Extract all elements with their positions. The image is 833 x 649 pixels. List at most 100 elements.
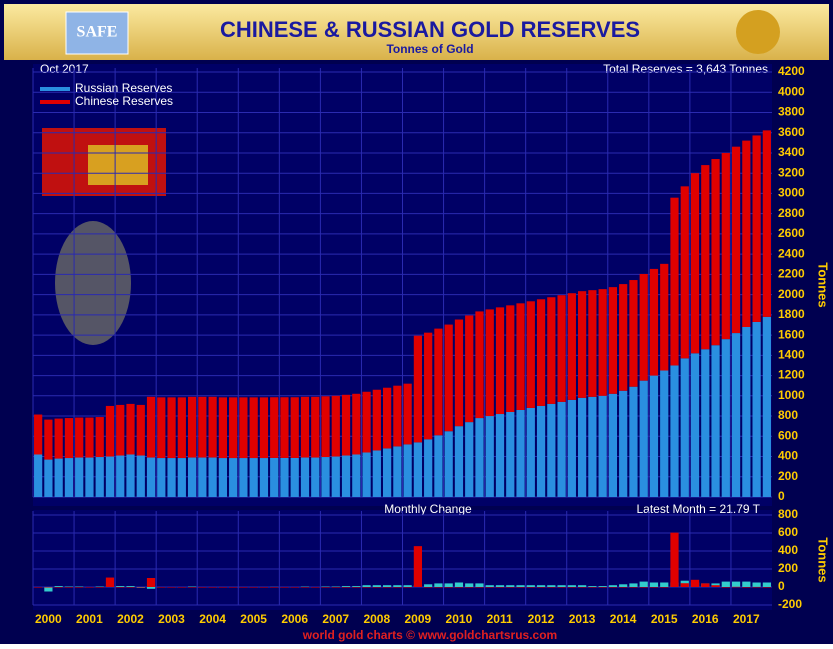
bar: [403, 383, 412, 445]
bar: [126, 587, 135, 588]
bar: [557, 295, 566, 402]
bar: [639, 273, 648, 381]
bar: [506, 587, 515, 588]
date-label: Oct 2017: [40, 62, 89, 76]
y-axis-label: Tonnes: [816, 262, 831, 307]
bar: [270, 457, 279, 497]
y-tick-label: 0: [778, 489, 785, 503]
bar: [660, 582, 669, 587]
bar: [649, 268, 659, 376]
x-tick-label: 2008: [363, 612, 390, 626]
bar: [126, 454, 135, 497]
bar: [300, 457, 310, 497]
bar: [372, 585, 381, 587]
y-tick-label: 1800: [778, 307, 805, 321]
bar: [116, 586, 125, 587]
bar: [588, 290, 597, 397]
bar: [598, 587, 607, 588]
chart-title: CHINESE & RUSSIAN GOLD RESERVES: [220, 17, 640, 42]
bar: [167, 587, 176, 588]
bar: [116, 455, 125, 497]
bar: [444, 324, 453, 432]
bar: [321, 396, 330, 458]
bar: [547, 587, 556, 588]
bar: [95, 587, 104, 588]
y-tick-label: 2000: [778, 287, 805, 301]
bar: [290, 457, 299, 497]
bar: [608, 585, 618, 587]
y-tick-label: -200: [778, 597, 802, 611]
bar: [218, 397, 227, 459]
bar: [660, 263, 669, 371]
bar: [229, 458, 238, 497]
bar: [362, 587, 371, 588]
footer: world gold charts © www.goldchartsrus.co…: [302, 628, 557, 642]
bar: [536, 405, 546, 497]
bar: [475, 587, 484, 588]
bar: [547, 403, 556, 497]
bar: [752, 586, 761, 588]
y-tick-label: 1400: [778, 348, 805, 362]
bar: [54, 418, 63, 459]
bar: [341, 455, 351, 497]
y-tick-label: 3200: [778, 165, 805, 179]
bar: [762, 582, 771, 587]
change-annotation: Latest Month = 21.79 T: [636, 502, 760, 516]
y-tick-label: 3600: [778, 125, 805, 139]
bar: [393, 446, 402, 497]
bar: [64, 458, 74, 497]
y-tick-label: 2600: [778, 226, 805, 240]
y-tick-label: 0: [778, 579, 785, 593]
y-tick-label: 600: [778, 428, 798, 442]
bar: [95, 417, 104, 458]
bar: [54, 587, 63, 588]
bar: [290, 397, 299, 458]
bar: [126, 586, 135, 587]
bar: [331, 395, 340, 457]
bar: [177, 397, 186, 459]
y-tick-label: 1000: [778, 388, 805, 402]
bar: [146, 587, 156, 589]
bar: [85, 457, 94, 497]
bar: [526, 301, 535, 408]
y-tick-label: 400: [778, 449, 798, 463]
bar: [146, 457, 156, 497]
x-tick-label: 2017: [733, 612, 760, 626]
bar: [711, 585, 720, 587]
bar: [649, 582, 659, 587]
bar: [95, 586, 104, 588]
x-tick-label: 2010: [446, 612, 473, 626]
bar: [752, 582, 761, 587]
y-tick-label: 2400: [778, 246, 805, 260]
bar: [75, 457, 84, 497]
bar: [536, 299, 546, 406]
bar: [670, 197, 679, 366]
bar: [742, 140, 751, 327]
bar: [300, 586, 310, 588]
bar: [105, 577, 115, 587]
bar: [629, 386, 638, 497]
gold-bar: [88, 145, 148, 185]
bar: [403, 587, 412, 588]
y-tick-label: 3000: [778, 186, 805, 200]
bar: [177, 458, 186, 497]
bar: [670, 365, 679, 497]
y-axis-label: Tonnes: [816, 537, 831, 582]
bar: [75, 586, 84, 588]
bar: [249, 458, 258, 497]
bar: [157, 458, 166, 497]
bar: [311, 457, 320, 497]
header-band: [4, 4, 829, 60]
bar: [157, 397, 166, 459]
bar: [321, 587, 330, 588]
bar: [444, 583, 453, 587]
y-tick-label: 4200: [778, 64, 805, 78]
bar: [690, 173, 700, 354]
y-tick-label: 1200: [778, 368, 805, 382]
bar: [680, 583, 689, 587]
portrait-image: [55, 221, 131, 345]
bar: [516, 409, 525, 497]
bar: [382, 587, 392, 588]
legend-label: Chinese Reserves: [75, 94, 173, 108]
